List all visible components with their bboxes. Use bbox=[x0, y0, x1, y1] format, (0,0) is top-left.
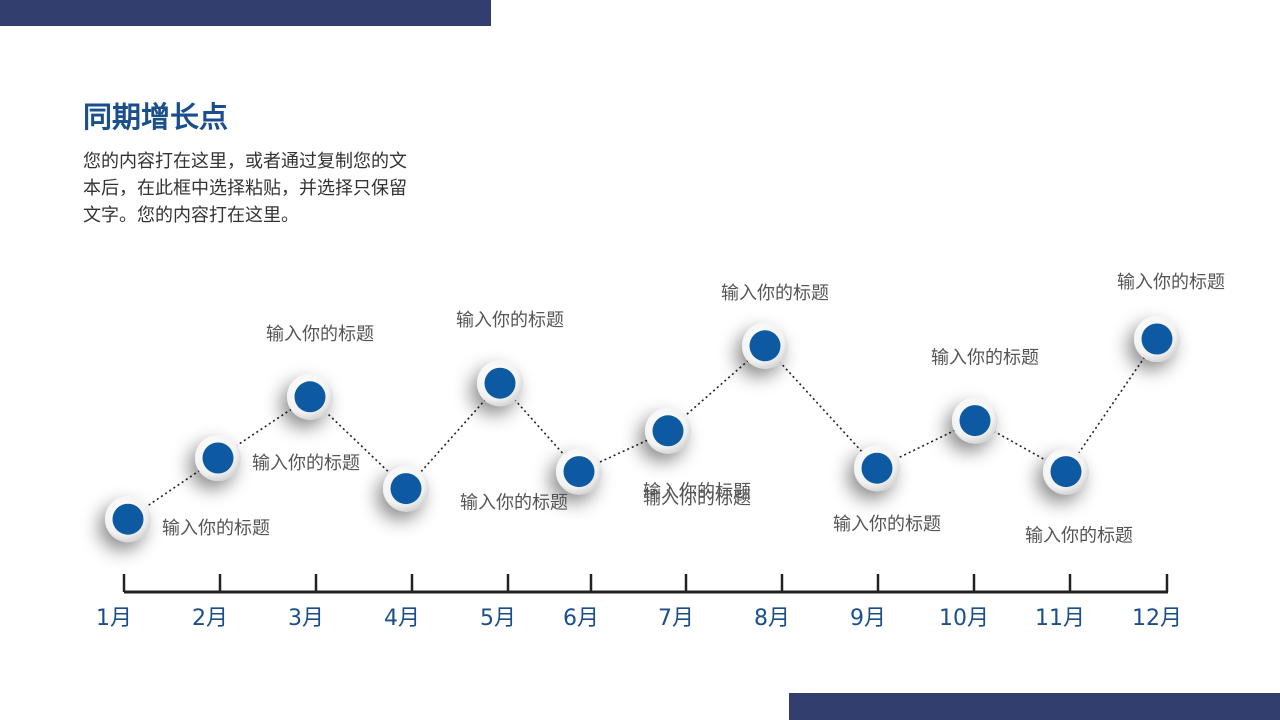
data-point bbox=[556, 448, 602, 495]
data-label: 输入你的标题 bbox=[456, 310, 564, 331]
data-label: 输入你的标题 bbox=[1117, 272, 1225, 293]
data-label: 输入你的标题 bbox=[162, 518, 270, 539]
data-label: 输入你的标题 bbox=[252, 453, 360, 474]
data-point bbox=[952, 397, 998, 444]
data-label: 输入你的标题 bbox=[266, 324, 374, 345]
data-point-marker bbox=[563, 456, 595, 488]
data-point bbox=[195, 435, 241, 481]
top-accent-bar bbox=[0, 0, 491, 26]
data-point-marker bbox=[1141, 323, 1173, 355]
data-point-marker bbox=[112, 503, 144, 535]
data-point bbox=[1043, 448, 1089, 495]
data-point bbox=[742, 322, 788, 369]
data-point bbox=[287, 373, 333, 420]
data-label: 输入你的标题 bbox=[833, 514, 941, 535]
data-point-marker bbox=[652, 415, 684, 447]
data-point-marker bbox=[861, 452, 893, 484]
data-label: 输入你的标题 bbox=[460, 493, 568, 514]
data-label: 输入你的标题 bbox=[1025, 526, 1133, 547]
x-tick-label: 10月 bbox=[939, 606, 989, 631]
data-point-marker bbox=[959, 405, 991, 437]
data-point bbox=[105, 496, 151, 543]
data-point bbox=[854, 445, 900, 492]
x-tick-label: 11月 bbox=[1035, 606, 1085, 631]
data-point-marker bbox=[390, 473, 422, 505]
data-label: 输入你的标题 bbox=[931, 348, 1039, 369]
x-tick-label: 6月 bbox=[563, 606, 599, 631]
slide-title: 同期增长点 bbox=[83, 100, 229, 134]
data-point bbox=[1134, 316, 1180, 362]
data-point-marker bbox=[202, 442, 234, 474]
x-tick-label: 3月 bbox=[288, 606, 324, 631]
x-tick-label: 12月 bbox=[1132, 606, 1182, 631]
data-point-marker bbox=[749, 330, 781, 362]
x-tick-label: 2月 bbox=[192, 606, 228, 631]
data-point-marker bbox=[294, 381, 326, 413]
data-label: 输入你的标题 bbox=[643, 482, 751, 503]
data-point-marker bbox=[484, 367, 516, 399]
x-tick-label: 4月 bbox=[384, 606, 420, 631]
x-tick-label: 9月 bbox=[850, 606, 886, 631]
data-label: 输入你的标题 bbox=[643, 488, 751, 509]
x-tick-label: 8月 bbox=[754, 606, 790, 631]
data-point bbox=[477, 360, 523, 407]
x-tick-label: 7月 bbox=[658, 606, 694, 631]
x-tick-label: 1月 bbox=[96, 606, 132, 631]
data-label: 输入你的标题 bbox=[721, 283, 829, 304]
data-point bbox=[645, 407, 691, 454]
x-tick-label: 5月 bbox=[480, 606, 516, 631]
data-point bbox=[383, 465, 429, 512]
bottom-accent-bar bbox=[789, 693, 1280, 720]
slide-description: 您的内容打在这里，或者通过复制您的文本后，在此框中选择粘贴，并选择只保留文字。您… bbox=[83, 151, 407, 226]
data-point-marker bbox=[1050, 456, 1082, 488]
